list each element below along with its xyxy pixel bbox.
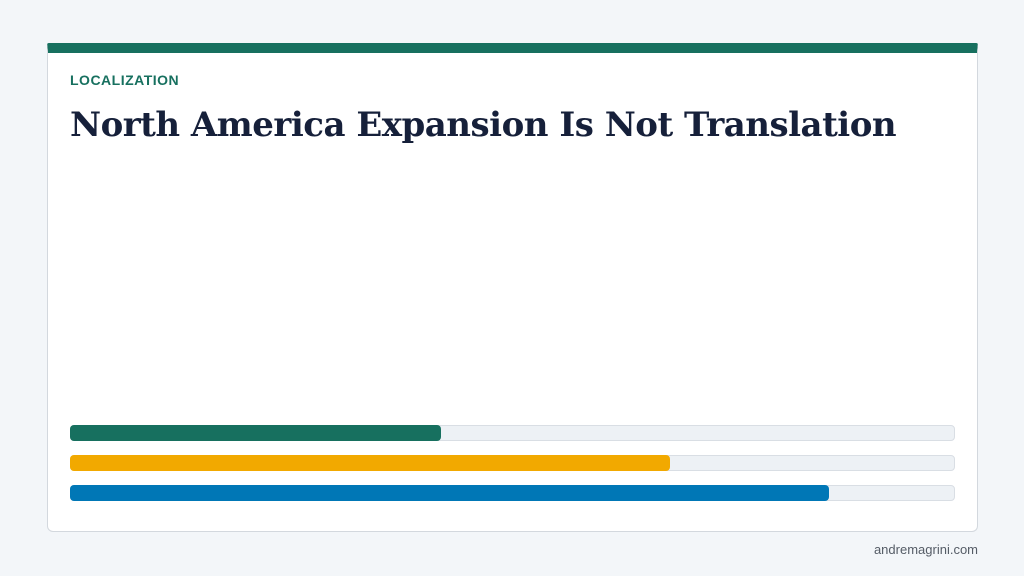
progress-bar (70, 425, 441, 441)
card-title: North America Expansion Is Not Translati… (70, 105, 897, 145)
progress-track (70, 425, 955, 441)
card: LOCALIZATION North America Expansion Is … (47, 43, 978, 532)
progress-track (70, 455, 955, 471)
progress-bar (70, 455, 671, 471)
progress-track (70, 485, 955, 501)
eyebrow: LOCALIZATION (70, 72, 180, 88)
progress-bar (70, 485, 830, 501)
footer: andremagrini.com (873, 542, 978, 557)
